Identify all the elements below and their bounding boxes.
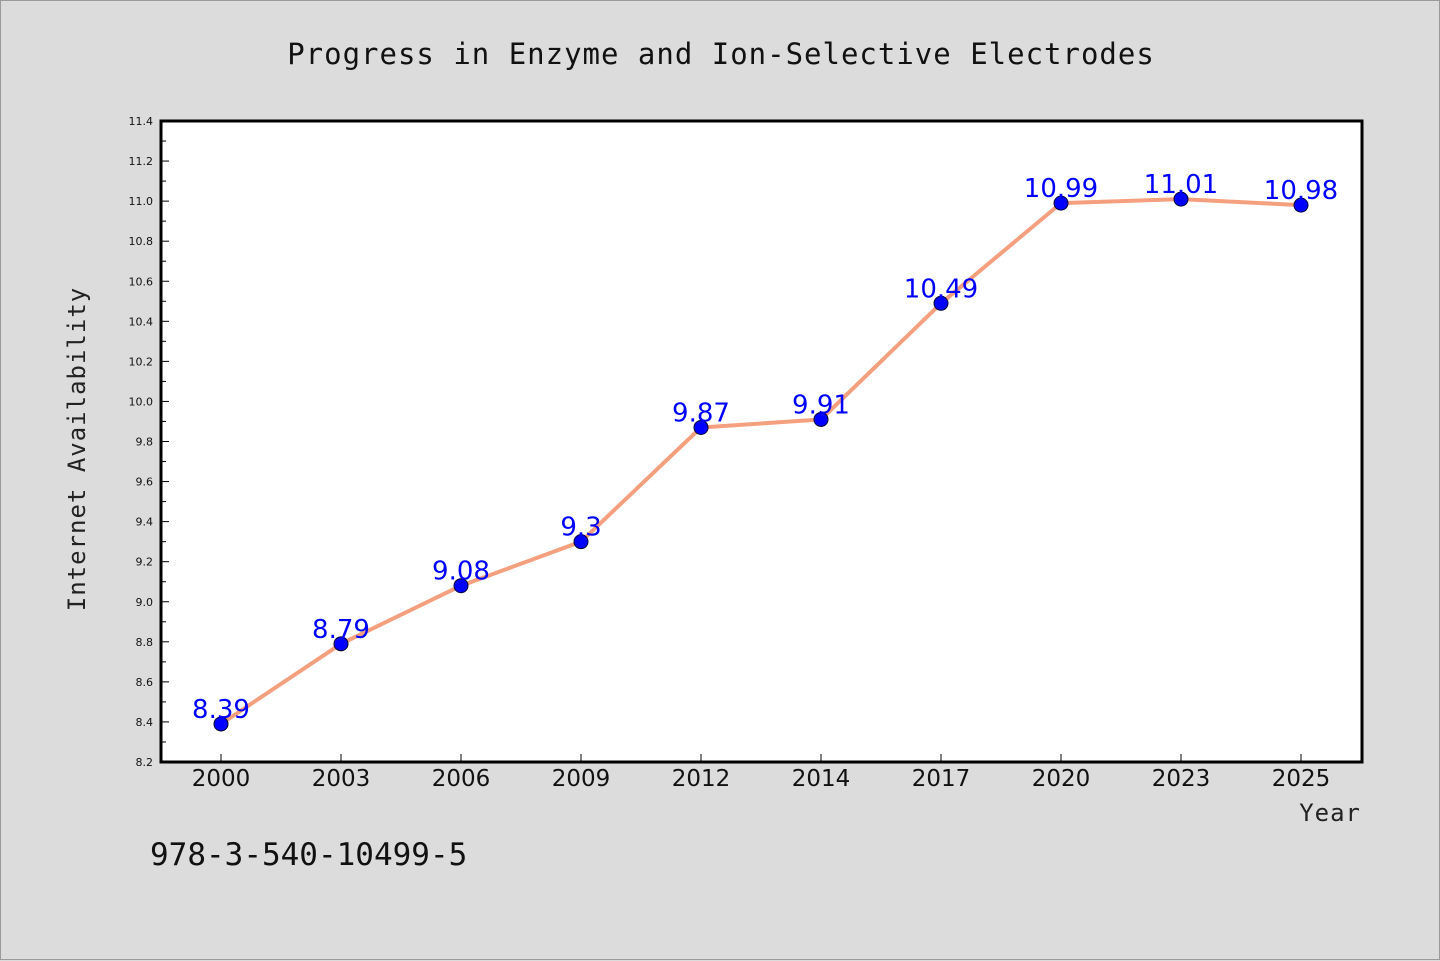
data-point-marker [693, 419, 709, 435]
y-tick-label: 9.6 [136, 476, 154, 489]
x-tick-label: 2017 [912, 766, 971, 792]
y-tick-label: 10.4 [129, 315, 154, 328]
x-tick-label: 2006 [432, 766, 491, 792]
isbn-label: 978-3-540-10499-5 [150, 837, 467, 873]
data-label: 10.98 [1264, 176, 1338, 206]
data-point-marker [333, 636, 349, 652]
y-tick-label: 8.8 [136, 636, 154, 649]
data-point-marker [933, 295, 949, 311]
y-tick-label: 8.4 [136, 716, 154, 729]
y-tick-label: 11.0 [129, 195, 154, 208]
data-point-marker [813, 411, 829, 427]
y-tick-label: 10.2 [129, 355, 154, 368]
data-label: 9.3 [560, 513, 601, 543]
data-label: 11.01 [1144, 170, 1218, 200]
y-tick-label: 11.4 [129, 115, 154, 128]
y-tick-label: 9.2 [136, 556, 154, 569]
y-tick-label: 10.8 [129, 235, 154, 248]
y-tick-label: 9.4 [136, 516, 154, 529]
data-label: 9.91 [792, 390, 850, 420]
chart-title: Progress in Enzyme and Ion-Selective Ele… [287, 37, 1155, 71]
y-tick-label: 10.6 [129, 275, 154, 288]
data-point-marker [1053, 195, 1069, 211]
data-point-marker [1173, 191, 1189, 207]
x-axis-label: Year [1299, 799, 1361, 827]
data-label: 9.08 [432, 557, 490, 587]
x-tick-label: 2009 [552, 766, 611, 792]
data-label: 10.49 [904, 274, 978, 304]
x-tick-label: 2023 [1152, 766, 1211, 792]
series-line [219, 197, 1303, 726]
data-point-marker [573, 534, 589, 550]
x-tick-label: 2003 [312, 766, 371, 792]
y-tick-label: 10.0 [129, 395, 154, 408]
x-tick-label: 2000 [192, 766, 251, 792]
y-axis-label: Internet Availability [63, 287, 91, 611]
y-tick-label: 8.6 [136, 676, 154, 689]
x-tick-label: 2025 [1272, 766, 1331, 792]
x-tick-label: 2012 [672, 766, 731, 792]
y-tick-label: 9.8 [136, 436, 154, 449]
series-layer [213, 191, 1309, 732]
x-axis-ticks: 2000 2003 2006 2009 2012 2014 2017 2020 2023 2025 [192, 754, 1331, 792]
y-tick-label: 9.0 [136, 596, 154, 609]
data-label: 8.39 [192, 695, 250, 725]
x-tick-label: 2020 [1032, 766, 1091, 792]
y-tick-label: 11.2 [129, 155, 154, 168]
y-tick-label: 8.2 [136, 756, 154, 769]
data-point-marker [213, 716, 229, 732]
data-point-marker [453, 578, 469, 594]
data-label: 10.99 [1024, 174, 1098, 204]
y-axis-ticks: 8.2 8.4 8.6 8.8 9.0 9.2 9.4 9.6 9.8 10.0 10.2 10.4 1… [129, 115, 169, 769]
data-label: 8.79 [312, 615, 370, 645]
data-point-marker [1293, 197, 1309, 213]
x-tick-label: 2014 [792, 766, 851, 792]
plot-area [159, 119, 1364, 764]
data-label: 9.87 [672, 398, 730, 428]
data-label-layer: 8.39 8.79 9.08 9.3 9.87 9.91 10.49 10.99 11.01 10… [192, 170, 1338, 725]
